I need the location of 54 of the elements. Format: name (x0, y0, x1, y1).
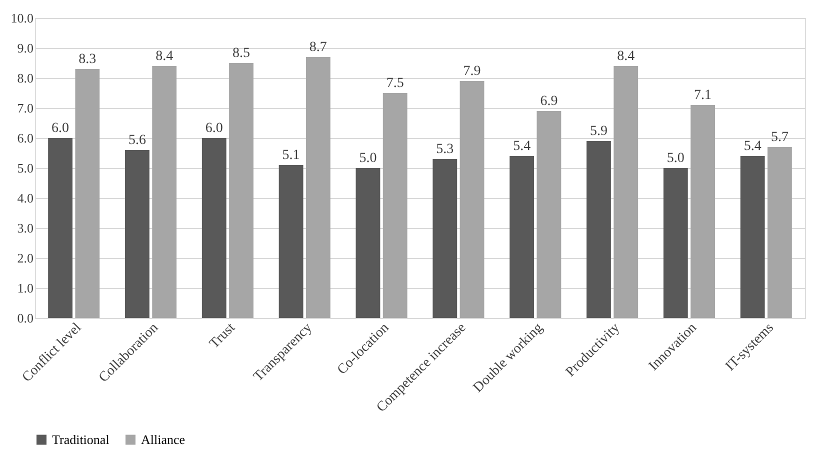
bar (663, 168, 688, 318)
bar (75, 69, 100, 318)
data-label: 6.9 (540, 94, 558, 109)
data-label: 8.4 (156, 49, 174, 64)
data-label: 5.0 (666, 151, 684, 166)
data-label: 8.3 (78, 52, 96, 67)
y-tick-label: 1.0 (17, 280, 34, 296)
legend-label: Traditional (52, 432, 110, 447)
data-label: 7.5 (386, 76, 404, 91)
bar (690, 105, 715, 318)
data-label: 5.4 (513, 139, 531, 154)
bar (768, 147, 792, 318)
bar (278, 165, 304, 318)
bar (510, 156, 534, 318)
data-label: 8.7 (309, 40, 327, 55)
bar (586, 141, 611, 318)
bar (460, 81, 484, 318)
data-label: 5.0 (359, 151, 377, 166)
x-tick-label: Trust (207, 320, 238, 352)
y-tick-label: 0.0 (17, 310, 34, 326)
data-label: 8.5 (232, 46, 250, 61)
bar (306, 57, 330, 318)
legend-label: Alliance (141, 432, 186, 447)
bar (356, 168, 380, 318)
bar (614, 66, 638, 318)
y-tick-label: 9.0 (17, 40, 34, 56)
bar (536, 111, 562, 318)
data-label: 7.1 (694, 88, 712, 103)
y-tick-label: 5.0 (17, 160, 34, 176)
y-tick-label: 7.0 (17, 100, 34, 116)
bar (125, 150, 150, 318)
data-label: 5.1 (282, 148, 300, 163)
bar (382, 93, 408, 318)
y-tick-label: 8.0 (17, 70, 34, 86)
bar (152, 66, 177, 318)
bar (740, 156, 765, 318)
data-label: 5.6 (128, 133, 146, 148)
bar (48, 138, 72, 318)
y-tick-label: 4.0 (17, 190, 34, 206)
y-tick-label: 3.0 (17, 220, 34, 236)
bar (202, 138, 226, 318)
data-label: 7.9 (463, 64, 481, 79)
data-label: 8.4 (617, 49, 635, 64)
data-label: 6.0 (205, 121, 223, 136)
bar (432, 159, 458, 318)
data-label: 5.4 (744, 139, 762, 154)
bar (229, 63, 254, 318)
y-tick-label: 6.0 (17, 130, 34, 146)
data-label: 5.9 (590, 124, 608, 139)
data-label: 5.3 (436, 142, 454, 157)
data-label: 5.7 (770, 130, 788, 145)
y-tick-label: 10.0 (10, 10, 34, 26)
data-label: 6.0 (52, 121, 70, 136)
y-tick-label: 2.0 (17, 250, 34, 266)
